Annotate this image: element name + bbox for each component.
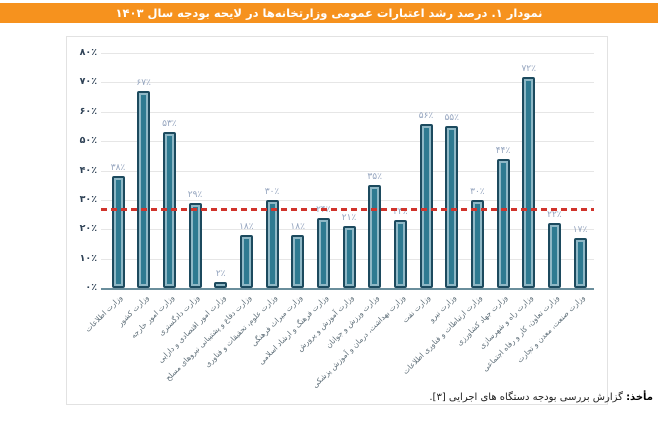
bar xyxy=(239,235,253,288)
y-tick-label: ۴۰٪ xyxy=(79,164,97,176)
bar xyxy=(547,223,561,288)
bar-value-label: ۴۴٪ xyxy=(495,145,511,156)
y-tick-label: ۲۰٪ xyxy=(79,223,97,235)
gridline xyxy=(101,53,594,54)
bar-value-label: ۳۸٪ xyxy=(110,163,126,174)
y-tick-label: ۰٪ xyxy=(85,282,97,293)
y-tick-label: ۱۰٪ xyxy=(79,252,97,264)
bar xyxy=(445,126,459,288)
bar-value-label: ۲۱٪ xyxy=(341,213,357,224)
bar xyxy=(470,199,484,288)
gridline xyxy=(101,141,594,143)
x-axis-label: وزارت اطلاعات xyxy=(83,293,125,334)
bar xyxy=(419,123,433,288)
bar-value-label: ۲٪ xyxy=(215,269,226,280)
bar xyxy=(342,226,356,288)
chart-card: ۰٪ ۱۰٪ ۲۰٪ ۳۰٪ ۴۰٪ ۵۰٪ ۶۰٪ ۷۰٪ ۸۰٪ ۳۸٪ ۶۷٪ ۵۳٪ ۲۹٪ ۲٪… xyxy=(66,36,608,405)
source-note-text: گزارش بررسی بودجه دستگاه های اجرایی [۳]. xyxy=(429,392,627,403)
bar-value-label: ۲۲٪ xyxy=(547,210,562,221)
bar-value-label: ۱۸٪ xyxy=(290,222,305,233)
bar-value-label: ۶۷٪ xyxy=(136,78,151,89)
y-tick-label: ۸۰٪ xyxy=(79,47,97,58)
y-tick-label: ۳۰٪ xyxy=(79,193,97,205)
gridline xyxy=(101,82,594,84)
bar-value-label: ۳۰٪ xyxy=(470,186,485,197)
bar-value-label: ۱۷٪ xyxy=(572,225,588,236)
source-note: مأخذ: گزارش بررسی بودجه دستگاه های اجرای… xyxy=(429,392,653,403)
chart-title-bar: نمودار ۱. درصد رشد اعتبارات عمومی وزارتخ… xyxy=(0,3,658,23)
reference-line xyxy=(101,207,594,211)
bar-value-label: ۷۲٪ xyxy=(521,63,536,74)
bar xyxy=(393,220,407,288)
bar xyxy=(496,158,510,288)
y-tick-label: ۵۰٪ xyxy=(79,135,97,147)
bar xyxy=(522,76,536,288)
bar xyxy=(573,238,587,288)
bar xyxy=(316,217,330,288)
bar-value-label: ۵۵٪ xyxy=(444,113,459,124)
bar-value-label: ۱۸٪ xyxy=(239,222,254,233)
bar-value-label: ۵۶٪ xyxy=(418,110,434,121)
gridline xyxy=(101,170,594,172)
x-axis-line xyxy=(101,288,594,290)
bar-value-label: ۵۳٪ xyxy=(162,119,177,130)
bar xyxy=(265,199,279,288)
bar xyxy=(291,235,305,288)
chart-title: نمودار ۱. درصد رشد اعتبارات عمومی وزارتخ… xyxy=(115,6,543,20)
bar-value-label: ۲۹٪ xyxy=(187,189,203,200)
bar-value-label: ۳۰٪ xyxy=(264,186,280,197)
source-note-label: مأخذ: xyxy=(626,392,653,403)
bar xyxy=(368,185,382,288)
bar xyxy=(111,176,125,288)
bar xyxy=(188,202,202,288)
bar-value-label: ۳۵٪ xyxy=(367,172,382,183)
gridline xyxy=(101,111,594,113)
gridline xyxy=(101,199,594,201)
bar xyxy=(214,282,228,288)
bar-value-label: ۲۳٪ xyxy=(393,207,408,218)
y-tick-label: ۷۰٪ xyxy=(79,76,97,88)
bar xyxy=(137,91,151,288)
y-tick-label: ۶۰٪ xyxy=(79,105,97,117)
